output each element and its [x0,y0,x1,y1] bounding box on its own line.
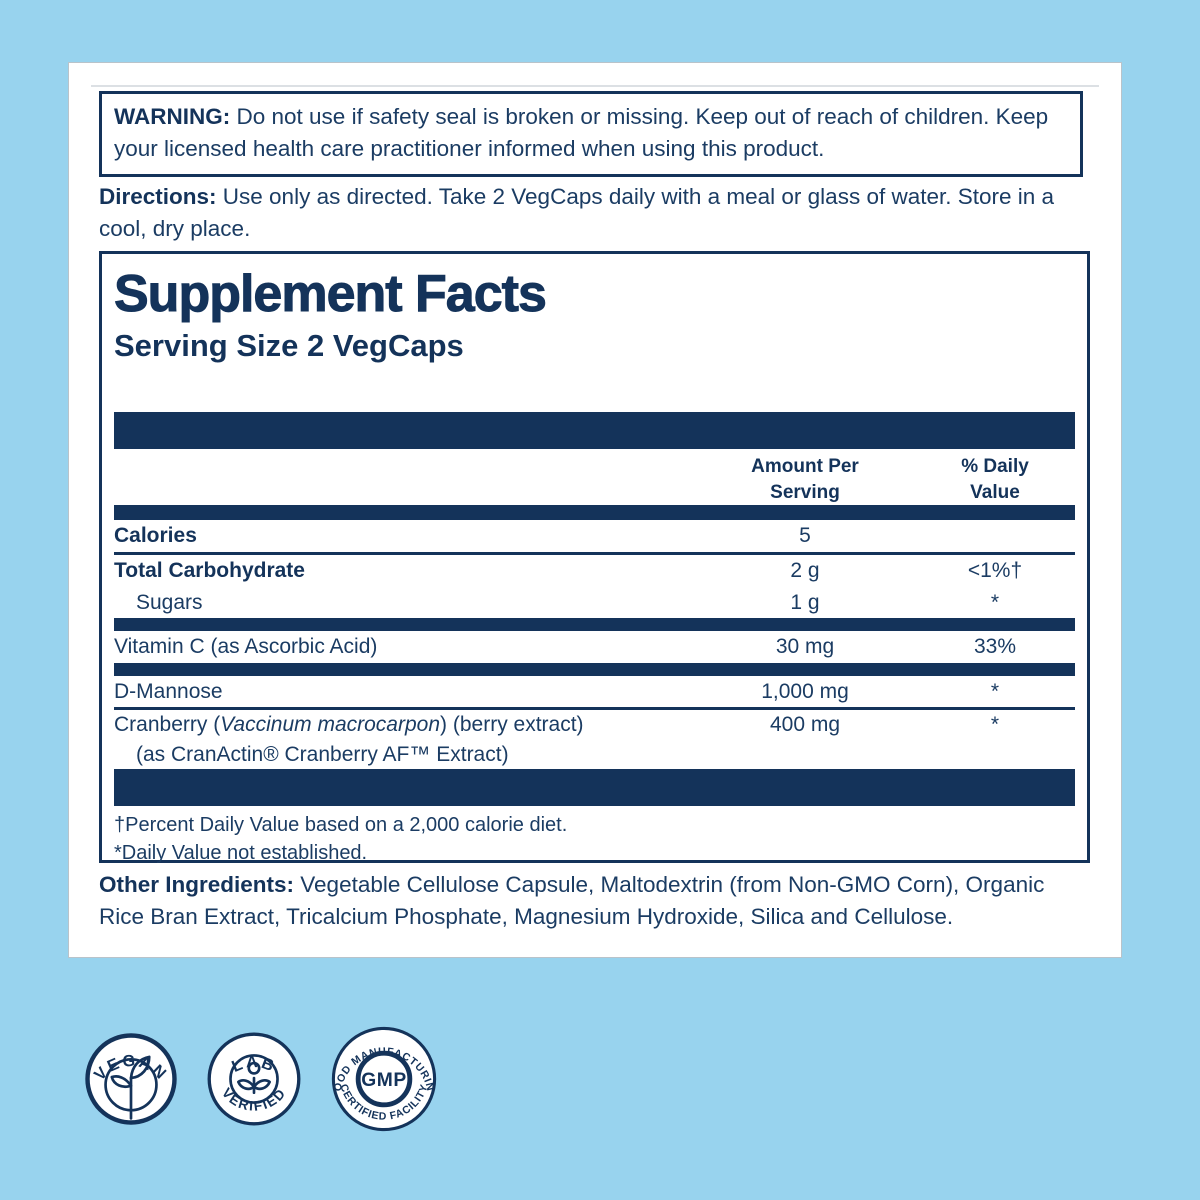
directions-label: Directions: [99,184,217,209]
gmp-badge-center-text: GMP [361,1070,407,1091]
table-row-cranberry-subline: (as CranActin® Cranberry AF™ Extract) [136,742,509,766]
footnote-dagger: †Percent Daily Value based on a 2,000 ca… [114,814,568,836]
header-bottom-bar [114,505,1075,520]
row-daily-value: * [990,713,1000,736]
column-header-amount-line1: Amount Per [751,456,859,477]
footnote-asterisk: *Daily Value not established. [114,841,368,864]
other-ingredients-label: Other Ingredients: [99,872,295,897]
footnotes: †Percent Daily Value based on a 2,000 ca… [114,812,1075,867]
footer-top-bar [114,769,1075,806]
row-daily-value: 33% [973,635,1017,658]
table-row-calories: Calories 5 [114,520,1075,552]
sprout-icon [104,1055,158,1120]
row-daily-value: * [990,590,1000,614]
row-name-latin: Vaccinum macrocarpon [220,713,441,736]
supplement-facts-panel: Supplement Facts Serving Size 2 VegCaps … [99,251,1090,864]
table-column-headers: Amount Per Serving % Daily Value [114,449,1075,505]
row-name-prefix: Cranberry ( [114,713,221,736]
table-row-d-mannose: D-Mannose 1,000 mg * [114,676,1075,707]
column-header-dv-line1: % Daily [961,456,1029,477]
other-ingredients-text: Vegetable Cellulose Capsule, Maltodextri… [99,872,1045,929]
row-amount: 400 mg [769,713,841,736]
warning-label: WARNING: [114,104,231,129]
section-separator-bar [114,663,1075,676]
gmp-badge: GOOD MANUFACTURING CERTIFIED FACILITY GM… [329,1024,439,1134]
lab-verified-badge: LAB VERIFIED [205,1030,303,1128]
header-top-bar [114,412,1075,449]
row-name: Cranberry (Vaccinum macrocarpon) (berry … [114,713,695,737]
section-separator-bar [114,618,1075,631]
row-amount: 2 g [790,559,820,582]
warning-box: WARNING: Do not use if safety seal is br… [99,91,1083,177]
row-amount: 5 [799,524,811,547]
gmp-badge-inner-circle [355,1050,413,1108]
column-header-dv-line2: Value [970,481,1020,503]
gmp-badge-outer-circle [331,1026,437,1132]
row-name: Total Carbohydrate [114,559,305,582]
row-amount: 1 g [790,590,820,614]
row-name: Calories [114,524,197,547]
row-separator [114,707,1075,710]
column-header-amount-line2: Serving [770,481,840,503]
supplement-facts-title: Supplement Facts [114,265,548,324]
row-daily-value: <1%† [967,559,1023,582]
row-name: Sugars [136,590,203,614]
row-separator [114,552,1075,555]
table-row-total-carbohydrate: Total Carbohydrate 2 g <1%† [114,555,1075,587]
vegan-badge: VEGAN [83,1031,179,1127]
certification-badges: VEGAN LAB VERIFIED [83,1024,439,1134]
other-ingredients: Other Ingredients: Vegetable Cellulose C… [99,869,1094,933]
column-header-daily-value: % Daily Value [915,454,1075,505]
serving-size: Serving Size 2 VegCaps [114,328,464,363]
table-row-sugars: Sugars 1 g * [114,587,1075,618]
row-name: D-Mannose [114,679,223,703]
product-label-card: WARNING: Do not use if safety seal is br… [68,62,1122,958]
directions-text: Use only as directed. Take 2 VegCaps dai… [99,184,1055,241]
row-amount: 1,000 mg [761,679,849,703]
label-top-hairline [91,85,1099,87]
row-daily-value: * [990,679,1000,703]
table-row-vitamin-c: Vitamin C (as Ascorbic Acid) 30 mg 33% [114,631,1075,663]
warning-text: Do not use if safety seal is broken or m… [114,104,1049,161]
flower-icon [229,1054,279,1104]
directions: Directions: Use only as directed. Take 2… [99,181,1087,245]
column-header-amount: Amount Per Serving [695,454,915,505]
row-name-suffix: ) (berry extract) [440,713,584,736]
row-amount: 30 mg [775,635,835,658]
table-row-cranberry: Cranberry (Vaccinum macrocarpon) (berry … [114,710,1075,740]
row-name: Vitamin C (as Ascorbic Acid) [114,635,378,658]
